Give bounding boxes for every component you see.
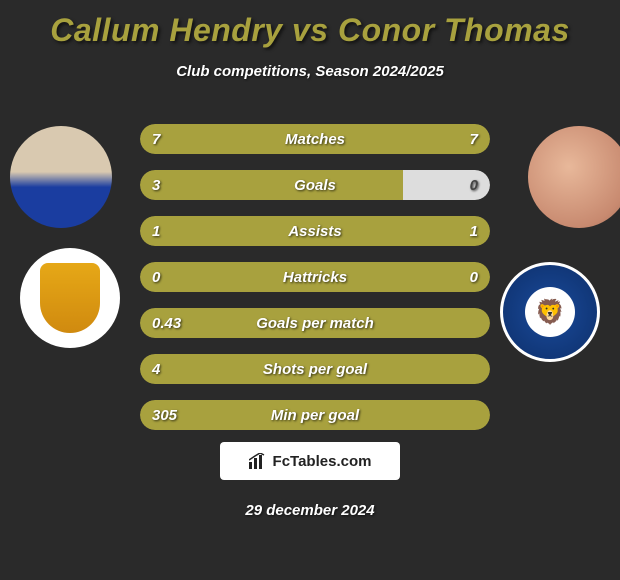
stat-row: Goals per match0.43: [140, 308, 490, 338]
stat-label: Shots per goal: [140, 361, 490, 378]
stat-value-left: 305: [152, 407, 177, 424]
subtitle: Club competitions, Season 2024/2025: [0, 63, 620, 80]
stat-value-right: 0: [470, 177, 478, 194]
stat-value-left: 1: [152, 223, 160, 240]
player1-name: Callum Hendry: [50, 12, 282, 48]
player2-club-badge: 🦁: [500, 262, 600, 362]
stat-row: Shots per goal4: [140, 354, 490, 384]
player2-photo: [528, 126, 620, 228]
stat-label: Matches: [140, 131, 490, 148]
player2-name: Conor Thomas: [338, 12, 570, 48]
stat-value-left: 3: [152, 177, 160, 194]
watermark: FcTables.com: [220, 442, 400, 480]
vs-text: vs: [292, 12, 329, 48]
stat-label: Goals per match: [140, 315, 490, 332]
stat-value-left: 0.43: [152, 315, 181, 332]
player1-photo: [10, 126, 112, 228]
stat-value-right: 0: [470, 269, 478, 286]
stat-value-left: 7: [152, 131, 160, 148]
stat-value-left: 0: [152, 269, 160, 286]
stat-label: Hattricks: [140, 269, 490, 286]
stats-bars: Matches77Goals30Assists11Hattricks00Goal…: [140, 124, 490, 446]
stat-row: Matches7 7: [140, 124, 490, 154]
player1-club-badge: [20, 248, 120, 348]
stat-row: Hattricks0 0: [140, 262, 490, 292]
date: 29 december 2024: [0, 502, 620, 519]
comparison-title: Callum Hendry vs Conor Thomas: [0, 0, 620, 49]
stat-row: Assists1 1: [140, 216, 490, 246]
watermark-text: FcTables.com: [273, 453, 372, 470]
stat-label: Goals: [140, 177, 490, 194]
stat-label: Min per goal: [140, 407, 490, 424]
stat-value-left: 4: [152, 361, 160, 378]
chart-icon: [249, 453, 267, 469]
stat-value-right: 7: [470, 131, 478, 148]
stat-label: Assists: [140, 223, 490, 240]
stat-value-right: 1: [470, 223, 478, 240]
stat-row: Goals3 0: [140, 170, 490, 200]
stat-row: Min per goal305: [140, 400, 490, 430]
